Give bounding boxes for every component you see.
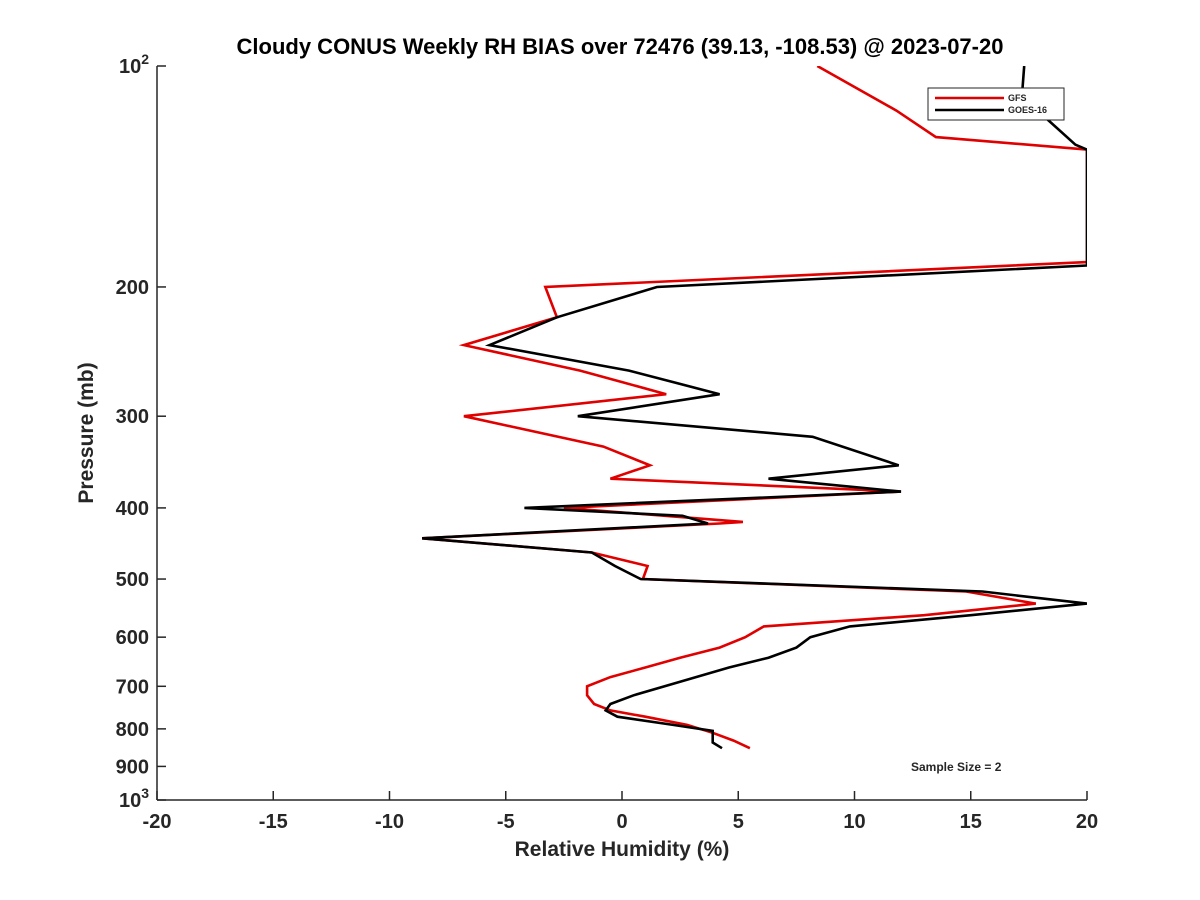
x-tick-label: -10 [375, 811, 404, 833]
y-tick-label: 500 [116, 569, 149, 591]
y-tick-label: 800 [116, 719, 149, 741]
y-tick-base: 700 [116, 676, 149, 698]
y-tick-label: 400 [116, 498, 149, 520]
series-line-goes16 [421, 66, 1087, 750]
x-axis-label: Relative Humidity (%) [515, 838, 730, 861]
y-tick-exponent: 3 [141, 785, 149, 801]
y-tick-exponent: 2 [141, 51, 149, 67]
x-tick-label: 10 [843, 811, 865, 833]
y-tick-base: 600 [116, 627, 149, 649]
y-tick-base: 200 [116, 277, 149, 299]
y-tick-base: 10 [119, 790, 141, 812]
x-tick-label: 15 [960, 811, 982, 833]
chart-title: Cloudy CONUS Weekly RH BIAS over 72476 (… [237, 34, 1004, 59]
y-tick-base: 300 [116, 406, 149, 428]
series-layer [421, 66, 1087, 750]
y-tick-label: 900 [116, 756, 149, 778]
x-tick-label: -5 [497, 811, 515, 833]
y-tick-base: 900 [116, 756, 149, 778]
x-tick-label: 0 [616, 811, 627, 833]
x-ticks: -20 -15 -10 -5 0 5 10 15 20 [143, 791, 1098, 833]
x-tick-label: -15 [259, 811, 288, 833]
legend: GFS GOES-16 [927, 87, 1065, 121]
x-tick-label: 20 [1076, 811, 1098, 833]
y-tick-label: 102 [119, 51, 149, 78]
series-line-gfs [421, 66, 1087, 750]
y-tick-label: 300 [116, 406, 149, 428]
y-tick-label: 200 [116, 277, 149, 299]
y-tick-label: 700 [116, 676, 149, 698]
y-tick-base: 500 [116, 569, 149, 591]
legend-label-goes16: GOES-16 [1008, 105, 1047, 115]
x-tick-label: 5 [733, 811, 744, 833]
y-tick-base: 10 [119, 56, 141, 78]
y-tick-base: 800 [116, 719, 149, 741]
x-tick-label: -20 [143, 811, 172, 833]
y-tick-label: 103 [119, 785, 149, 812]
legend-box [927, 87, 1065, 121]
legend-label-gfs: GFS [1008, 93, 1027, 103]
y-tick-label: 600 [116, 627, 149, 649]
y-tick-base: 400 [116, 498, 149, 520]
y-axis-label: Pressure (mb) [75, 362, 98, 503]
sample-size-annotation: Sample Size = 2 [911, 760, 1002, 774]
